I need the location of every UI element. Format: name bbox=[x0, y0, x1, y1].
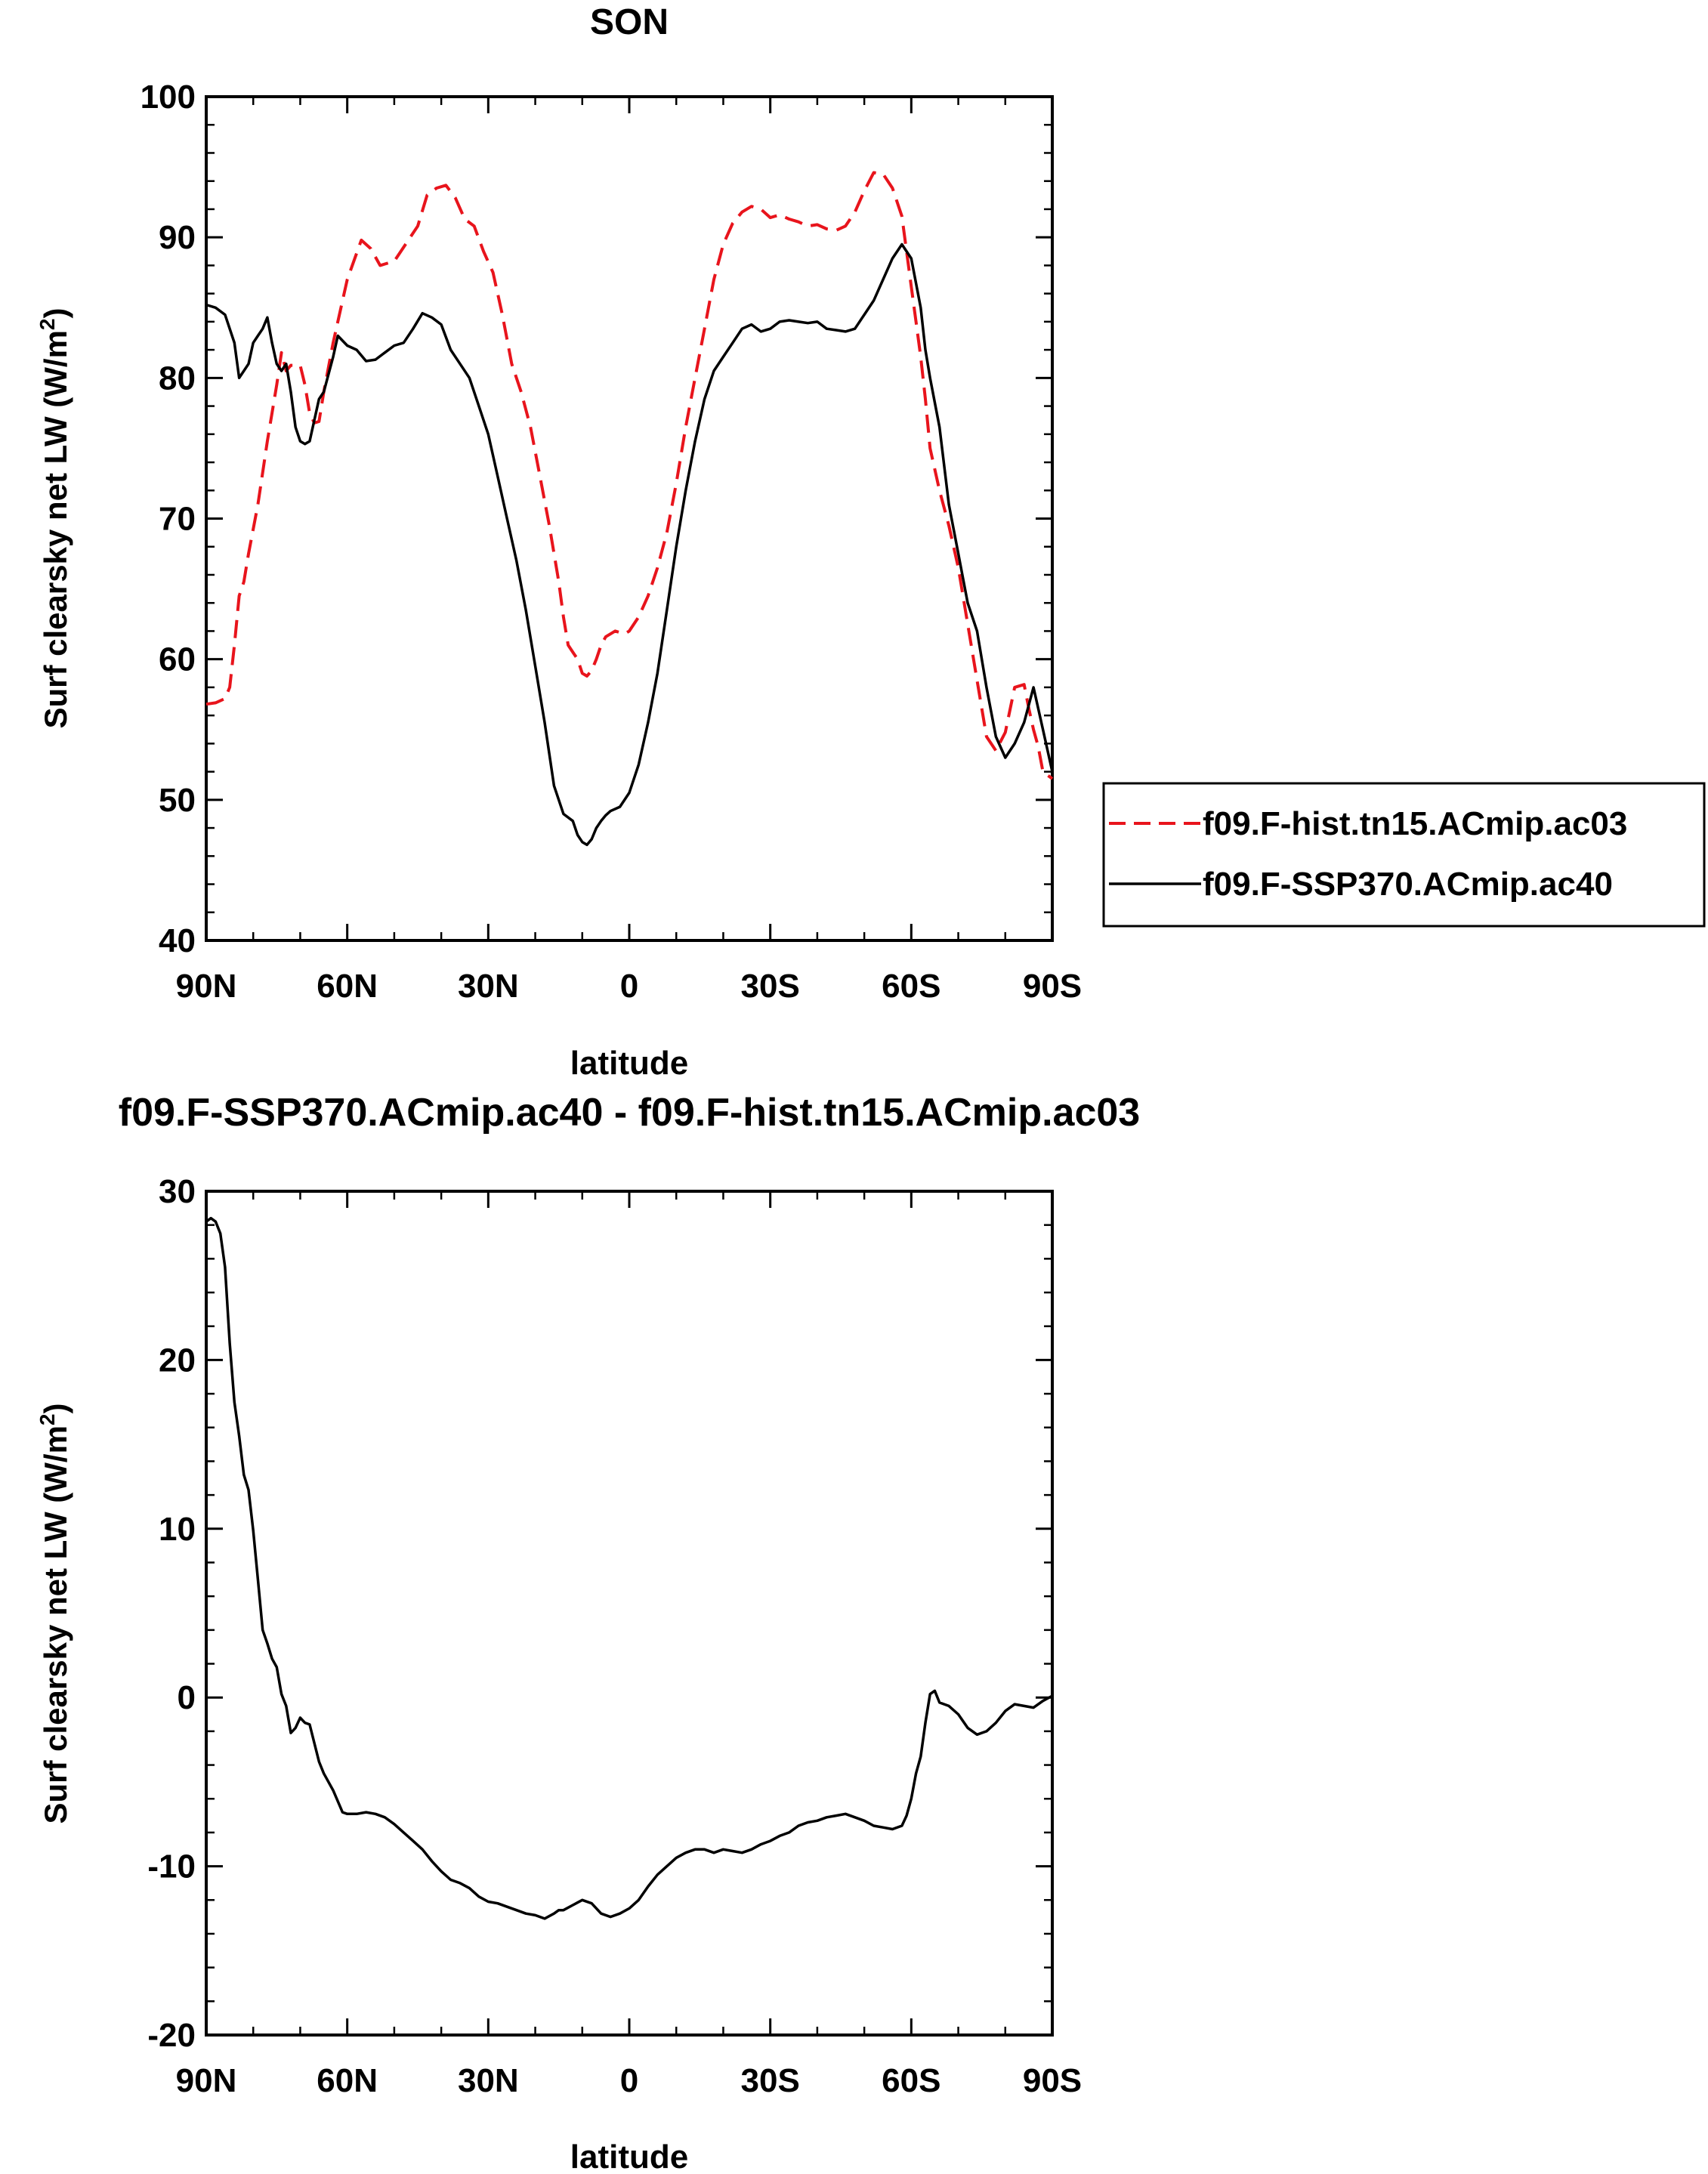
legend-label-ssp370: f09.F-SSP370.ACmip.ac40 bbox=[1203, 866, 1613, 903]
top-y-tick-label: 40 bbox=[159, 922, 196, 959]
top-x-axis-label: latitude bbox=[570, 1045, 688, 1082]
bottom-y-tick-label: 20 bbox=[159, 1342, 196, 1379]
top-y-axis-label-sup: 2 bbox=[36, 318, 59, 330]
top-y-tick-label: 80 bbox=[159, 360, 196, 397]
bottom-series bbox=[205, 1216, 1053, 1920]
top-y-tick-label: 100 bbox=[141, 79, 196, 116]
legend: f09.F-hist.tn15.ACmip.ac03 f09.F-SSP370.… bbox=[1102, 782, 1706, 928]
top-series-line-ssp370 bbox=[205, 242, 1054, 847]
bottom-y-axis-label-sup: 2 bbox=[36, 1413, 59, 1425]
top-y-axis-label: Surf clearsky net LW (W/m2) bbox=[36, 307, 73, 728]
bottom-ticks: 90N 60N 30N 0 30S 60S 90S -20 -10 0 10 20 30 bbox=[147, 1173, 1082, 2099]
top-series bbox=[205, 171, 1054, 847]
top-x-tick-label: 0 bbox=[620, 968, 638, 1005]
top-y-tick-label: 50 bbox=[159, 782, 196, 819]
top-x-tick-label: 60N bbox=[317, 968, 378, 1005]
top-series-line-hist bbox=[205, 171, 1054, 780]
top-y-axis-label-close: ) bbox=[38, 307, 73, 318]
top-y-tick-label: 60 bbox=[159, 641, 196, 678]
bottom-x-tick-label: 90N bbox=[176, 2062, 237, 2099]
top-panel: SON 90N 60N 30N 0 30S 60S 90S 40 50 60 70 80 90 100 l… bbox=[36, 2, 1706, 1082]
top-x-tick-label: 90N bbox=[176, 968, 237, 1005]
top-y-tick-label: 90 bbox=[159, 219, 196, 256]
top-chart-title: SON bbox=[590, 2, 669, 42]
bottom-chart-title: f09.F-SSP370.ACmip.ac40 - f09.F-hist.tn1… bbox=[119, 1091, 1140, 1135]
bottom-x-tick-label: 30N bbox=[458, 2062, 519, 2099]
bottom-y-tick-label: -20 bbox=[147, 2017, 196, 2054]
top-x-tick-label: 30N bbox=[458, 968, 519, 1005]
bottom-x-tick-label: 60N bbox=[317, 2062, 378, 2099]
top-x-tick-label: 90S bbox=[1023, 968, 1082, 1005]
bottom-y-tick-label: 10 bbox=[159, 1511, 196, 1548]
bottom-y-axis-label-close: ) bbox=[38, 1403, 73, 1413]
legend-box bbox=[1102, 782, 1706, 928]
bottom-y-tick-label: 30 bbox=[159, 1173, 196, 1210]
top-y-axis-label-main: Surf clearsky net LW (W/m bbox=[38, 330, 73, 728]
bottom-x-axis-label: latitude bbox=[570, 2138, 688, 2174]
top-plot-frame bbox=[205, 95, 1054, 942]
bottom-y-tick-label: 0 bbox=[178, 1679, 196, 1716]
bottom-y-axis-label: Surf clearsky net LW (W/m2) bbox=[36, 1403, 73, 1824]
bottom-x-tick-label: 90S bbox=[1023, 2062, 1082, 2099]
bottom-y-axis-label-main: Surf clearsky net LW (W/m bbox=[38, 1425, 73, 1824]
bottom-x-tick-label: 0 bbox=[620, 2062, 638, 2099]
legend-label-hist: f09.F-hist.tn15.ACmip.ac03 bbox=[1203, 805, 1627, 842]
top-ticks: 90N 60N 30N 0 30S 60S 90S 40 50 60 70 80 90 100 bbox=[141, 79, 1083, 1005]
bottom-x-tick-label: 30S bbox=[741, 2062, 800, 2099]
top-x-tick-label: 30S bbox=[741, 968, 800, 1005]
bottom-panel: f09.F-SSP370.ACmip.ac40 - f09.F-hist.tn1… bbox=[36, 1091, 1140, 2174]
bottom-y-tick-label: -10 bbox=[147, 1848, 196, 1885]
bottom-series-line-difference bbox=[205, 1216, 1053, 1920]
bottom-x-tick-label: 60S bbox=[882, 2062, 940, 2099]
top-x-tick-label: 60S bbox=[882, 968, 940, 1005]
top-y-tick-label: 70 bbox=[159, 501, 196, 538]
